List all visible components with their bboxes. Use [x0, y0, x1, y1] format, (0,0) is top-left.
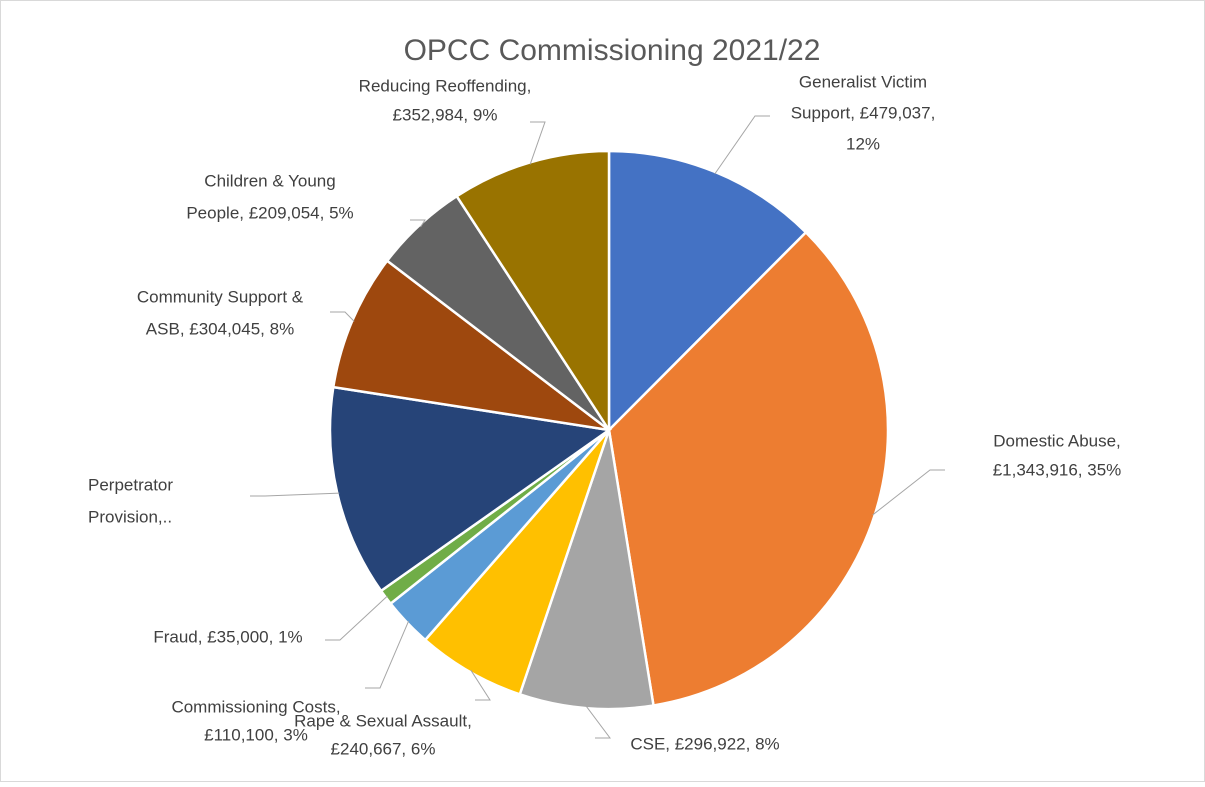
data-label: £352,984, 9%: [393, 105, 498, 124]
data-label: Domestic Abuse,: [993, 431, 1121, 450]
pie-slice: [518, 429, 655, 711]
leader-line: [330, 311, 355, 322]
data-label: Generalist Victim: [799, 72, 927, 91]
data-label: People, £209,054, 5%: [186, 203, 353, 222]
leader-line: [872, 469, 945, 516]
leader-line: [250, 492, 340, 497]
data-label: Reducing Reoffending,: [359, 76, 532, 95]
pie-slice: [455, 149, 611, 435]
chart-title: OPCC Commissioning 2021/22: [404, 34, 821, 67]
leader-line: [529, 121, 546, 165]
slices: [328, 149, 890, 711]
data-label: £1,343,916, 35%: [993, 460, 1122, 479]
data-label: Fraud, £35,000, 1%: [153, 627, 302, 646]
data-label: Commissioning Costs,: [171, 697, 340, 716]
data-label: Support, £479,037,: [791, 103, 936, 122]
pie-slice: [607, 230, 890, 707]
data-label: ASB, £304,045, 8%: [146, 319, 294, 338]
leader-line: [585, 705, 611, 739]
leader-line: [470, 669, 491, 701]
data-label: £110,100, 3%: [204, 725, 308, 744]
leader-line: [410, 219, 426, 228]
leader-line: [325, 595, 388, 641]
data-label: Community Support &: [137, 287, 304, 306]
data-label: Perpetrator: [88, 475, 173, 494]
data-label: Provision,..: [88, 507, 172, 526]
data-label: Children & Young: [204, 171, 335, 190]
data-label: Rape & Sexual Assault,: [294, 711, 472, 730]
data-label: £240,667, 6%: [331, 739, 436, 758]
data-label: CSE, £296,922, 8%: [630, 734, 779, 753]
pie-slice: [331, 259, 610, 432]
data-label: 12%: [846, 134, 880, 153]
leader-line: [714, 115, 770, 175]
leader-line: [365, 620, 409, 689]
